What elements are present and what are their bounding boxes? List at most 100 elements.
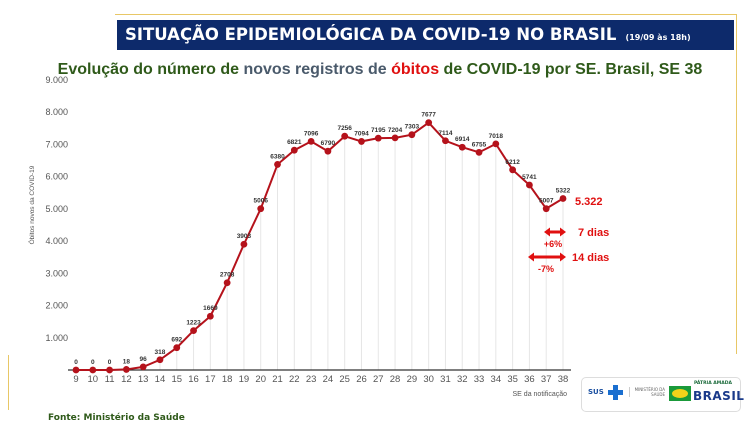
x-tick-label: 32 [457, 374, 468, 385]
data-label: 6914 [455, 136, 470, 143]
data-label: 0 [74, 359, 78, 366]
data-point [190, 327, 197, 334]
data-point [492, 140, 500, 148]
x-tick-label: 25 [339, 374, 350, 385]
data-point [89, 366, 97, 374]
data-point [173, 344, 181, 352]
data-point [290, 146, 298, 154]
header-title: SITUAÇÃO EPIDEMIOLÓGICA DA COVID-19 NO B… [125, 25, 617, 44]
data-point [358, 138, 365, 145]
chart-title-part1: Evolução do número de [57, 61, 240, 78]
data-point [408, 131, 416, 139]
y-axis-title: Óbitos novos da COVID-19 [27, 165, 36, 244]
x-tick-label: 24 [323, 374, 334, 385]
data-point [475, 148, 483, 156]
data-label: 6821 [287, 139, 302, 146]
x-tick-label: 34 [491, 374, 502, 385]
data-label: 18 [123, 358, 131, 365]
arrow-7-dias-head-right [560, 227, 566, 237]
series-line [76, 121, 564, 371]
x-tick-label: 11 [105, 374, 115, 385]
data-point [509, 166, 517, 174]
data-label: 5322 [556, 188, 571, 195]
data-point [374, 134, 382, 142]
data-label: 7303 [405, 124, 420, 131]
y-tick-label: 6.000 [45, 172, 68, 182]
y-tick-label: 3.000 [45, 268, 68, 278]
x-tick-label: 28 [390, 374, 401, 385]
data-label: 5007 [539, 198, 554, 205]
x-tick-label: 37 [541, 374, 552, 385]
data-point [139, 363, 147, 371]
ministerio-logo: MINISTÉRIO DA SAÚDE [629, 387, 665, 397]
data-point [341, 132, 349, 140]
data-point [307, 137, 315, 145]
data-label: 7677 [421, 112, 436, 119]
data-point [425, 119, 433, 127]
data-label: 5006 [253, 198, 268, 205]
data-label: 7018 [489, 133, 504, 140]
data-label: 7096 [304, 130, 319, 137]
x-axis-title: SE da notificação [513, 391, 568, 398]
chart-title-part4: de COVID-19 por SE. Brasil, SE 38 [443, 61, 703, 78]
x-tick-label: 15 [171, 374, 182, 385]
data-point [72, 366, 80, 374]
data-label: 5741 [522, 174, 537, 181]
x-tick-label: 16 [188, 374, 199, 385]
x-tick-label: 33 [474, 374, 485, 385]
data-point [391, 134, 399, 142]
data-label: 318 [155, 349, 166, 356]
brasil-flag-icon [669, 386, 691, 401]
data-point [206, 312, 214, 320]
data-label: 6790 [321, 140, 336, 147]
arrow-7-dias-head-left [544, 227, 550, 237]
chart-title-part3: óbitos [391, 61, 440, 78]
latest-value-label: 5.322 [575, 196, 603, 208]
data-label: 96 [140, 356, 148, 363]
data-point [240, 240, 248, 248]
x-tick-label: 9 [73, 374, 78, 385]
arrow-14-dias-head-right [560, 252, 566, 262]
label-7-dias: 7 dias [578, 227, 609, 239]
chart-title-part2: novos registros de [243, 61, 387, 78]
x-tick-label: 21 [272, 374, 283, 385]
x-tick-label: 23 [306, 374, 317, 385]
data-label: 6755 [472, 141, 487, 148]
header-banner: SITUAÇÃO EPIDEMIOLÓGICA DA COVID-19 NO B… [117, 20, 734, 50]
data-point [559, 195, 567, 202]
x-tick-label: 17 [205, 374, 216, 385]
data-point [526, 181, 533, 189]
x-tick-label: 10 [88, 374, 99, 385]
x-tick-label: 14 [155, 374, 166, 385]
frame-border-left [8, 355, 9, 410]
x-tick-label: 26 [356, 374, 367, 385]
data-point [257, 205, 265, 213]
data-label: 2708 [220, 272, 235, 279]
change-7-dias: +6% [544, 239, 562, 249]
x-tick-label: 29 [407, 374, 418, 385]
y-tick-label: 8.000 [45, 107, 68, 117]
x-tick-label: 35 [507, 374, 518, 385]
source-note: Fonte: Ministério da Saúde [48, 413, 185, 423]
y-tick-label: 5.000 [45, 204, 68, 214]
brasil-logo: BRASIL [693, 389, 745, 403]
label-14-dias: 14 dias [572, 252, 609, 264]
sus-cross-icon [608, 385, 623, 400]
data-point [274, 161, 281, 168]
x-tick-label: 12 [121, 374, 132, 385]
arrow-14-dias-head-left [528, 252, 534, 262]
x-tick-label: 18 [222, 374, 233, 385]
data-point [324, 147, 332, 155]
x-tick-label: 31 [440, 374, 451, 385]
data-label: 0 [91, 359, 95, 366]
data-label: 6380 [270, 153, 285, 160]
data-point [442, 137, 449, 145]
change-14-dias: -7% [538, 264, 554, 274]
x-tick-label: 30 [423, 374, 434, 385]
logos-box: SUS MINISTÉRIO DA SAÚDE PÁTRIA AMADA BRA… [581, 377, 745, 412]
frame-border-right [736, 14, 737, 354]
data-label: 7114 [438, 130, 452, 137]
frame-border-top [115, 14, 737, 15]
data-point [122, 366, 130, 373]
data-label: 1223 [186, 320, 201, 327]
